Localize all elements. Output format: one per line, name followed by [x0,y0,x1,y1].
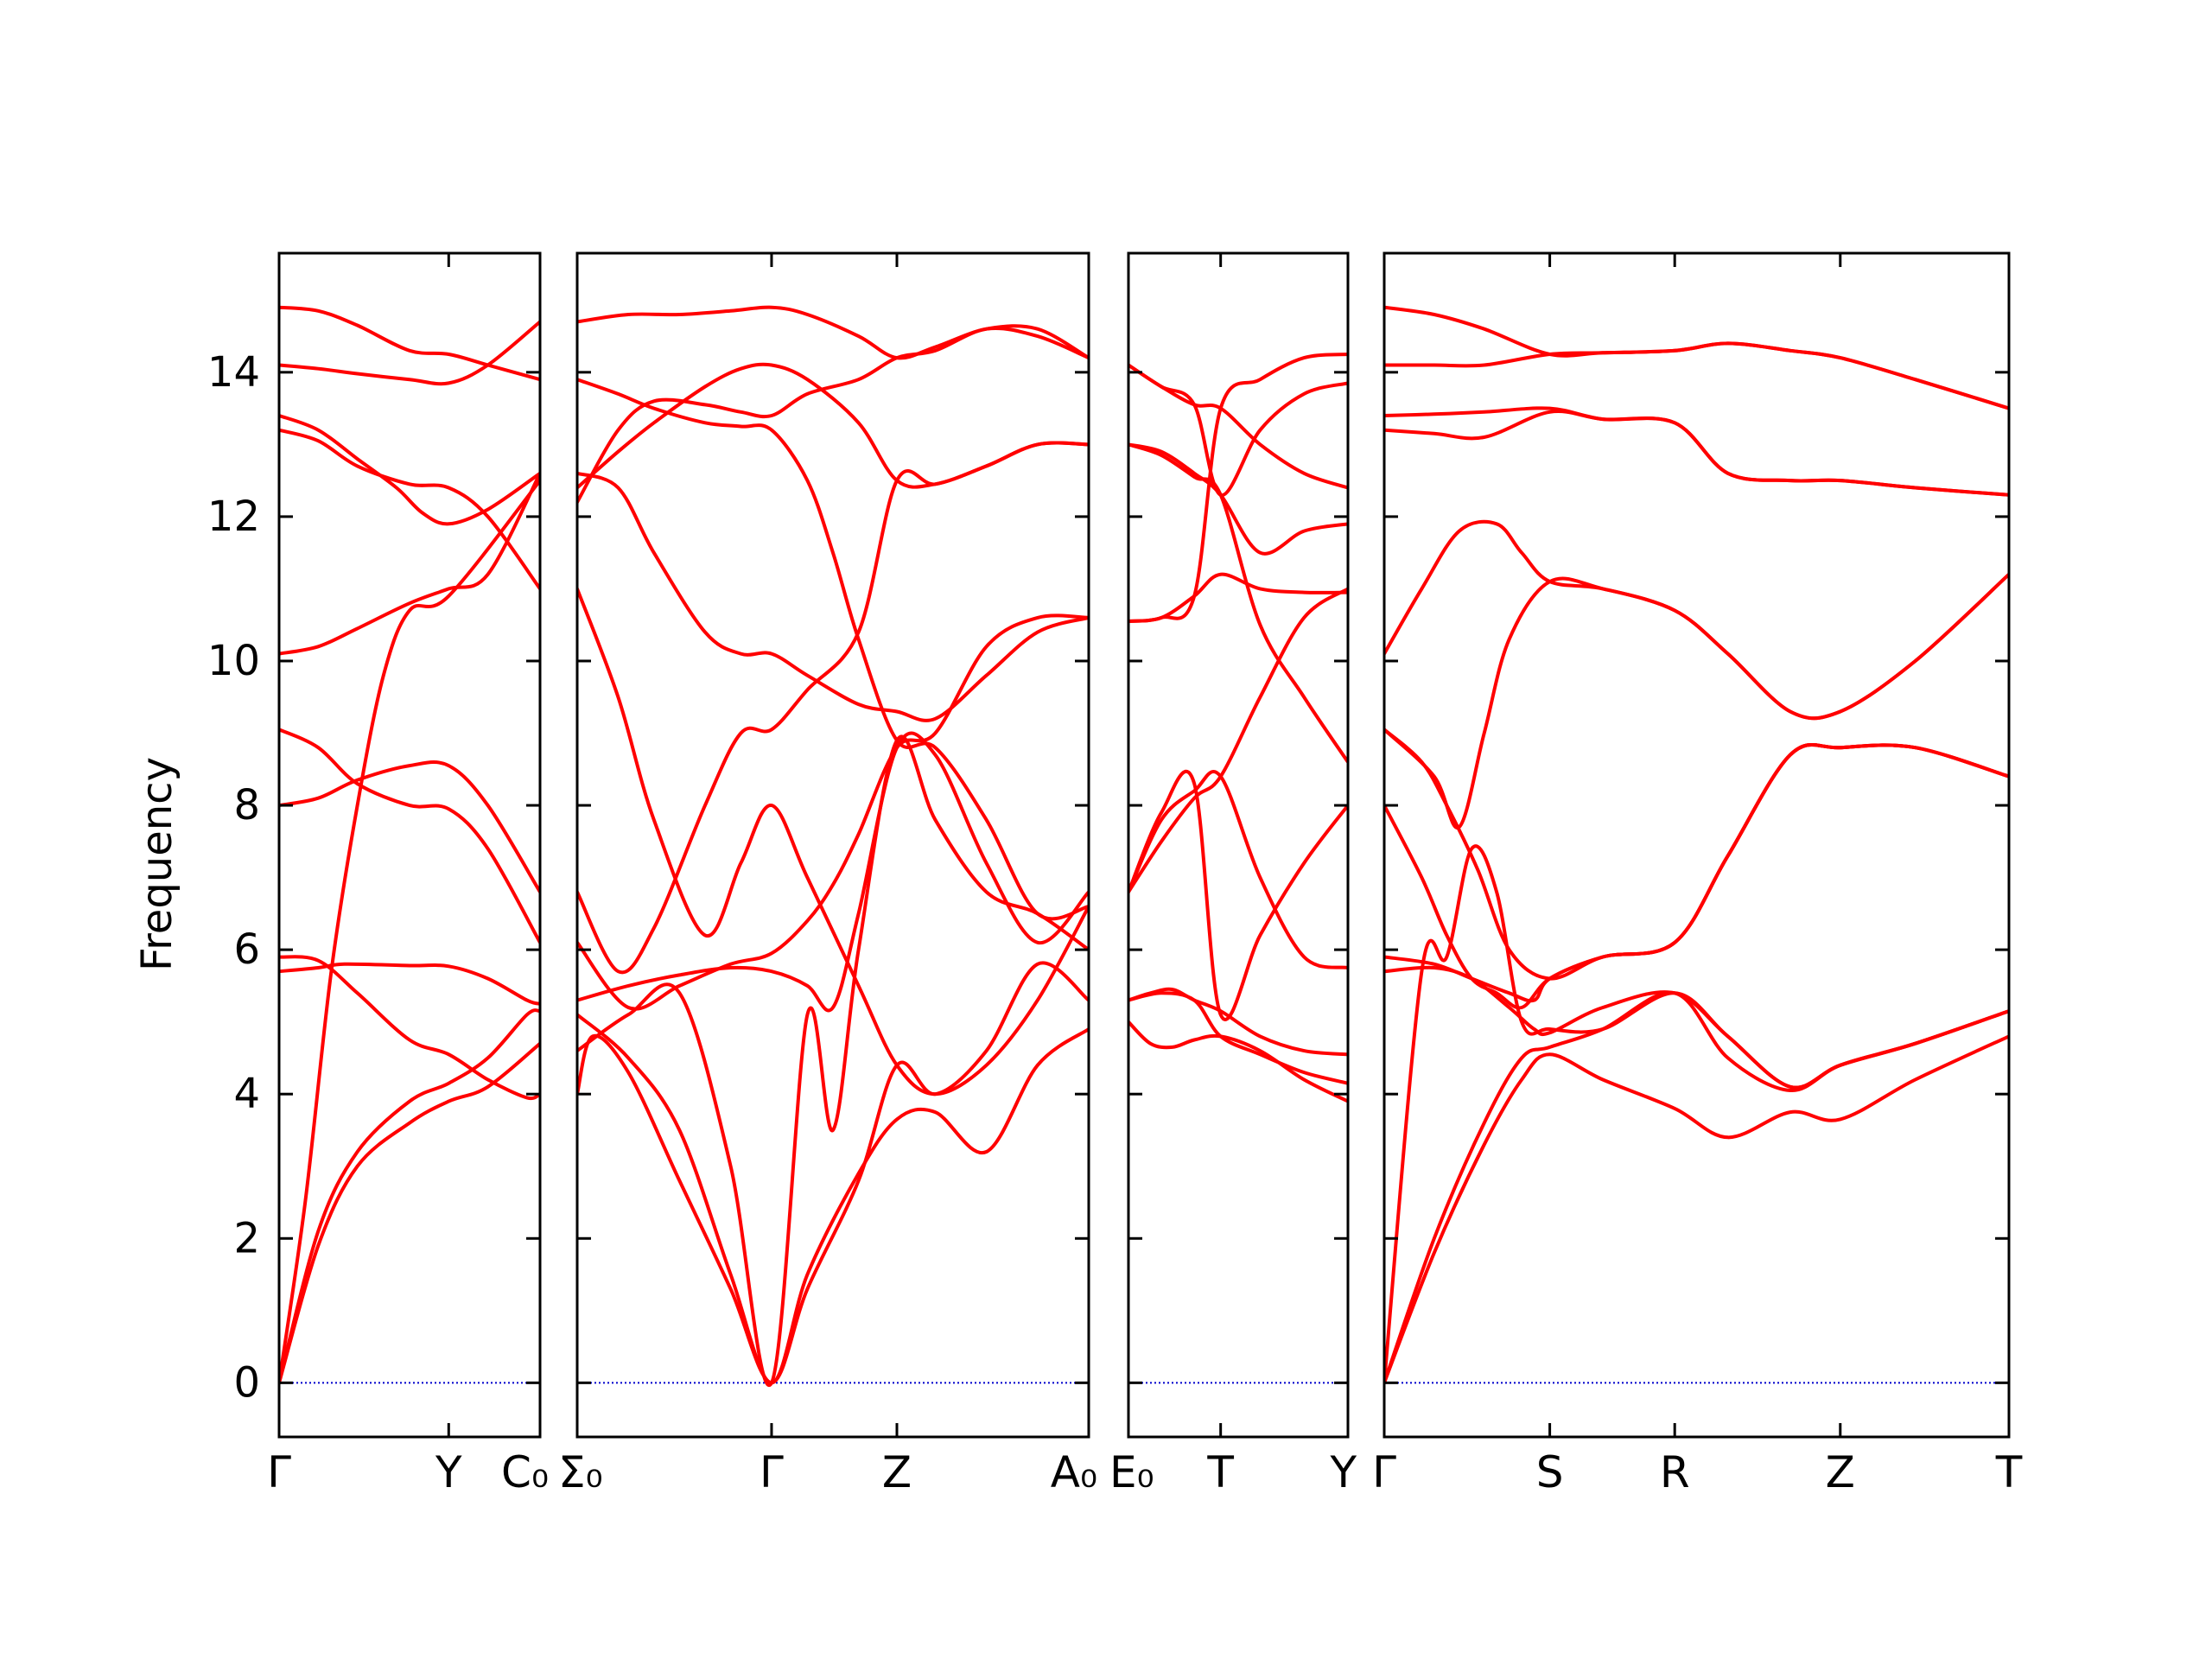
panel-sigma0-gamma-z-a0: Σ₀ Γ Z A₀ [558,251,1097,1497]
band-line [1128,1020,1348,1103]
band-line [1384,844,2009,1385]
band-group [1128,353,1348,1103]
y-axis-label: Frequency [133,757,181,971]
y-tick-label: 6 [233,925,260,974]
x-tick-label: T [1206,1447,1234,1497]
y-tick-label: 10 [207,637,260,685]
x-tick-label: Z [1826,1447,1855,1497]
panel-frame [1382,251,2011,1439]
y-axis: 0 2 4 6 8 10 12 14 [207,348,260,1408]
x-tick-label: C₀ [501,1447,549,1497]
band-line [279,414,540,526]
band-line [577,471,1089,722]
x-tick-label: E₀ [1109,1447,1154,1497]
y-tick-label: 2 [233,1214,260,1262]
x-tick-label: Σ₀ [558,1447,603,1497]
band-line [577,378,1089,921]
band-line [279,479,540,1385]
x-tick-label: Γ [760,1447,784,1497]
band-line [1384,728,2009,981]
y-tick-label: 12 [207,493,260,541]
panel-e0-t-y: E₀ T Y [1109,251,1357,1497]
x-tick-label: T [1995,1447,2023,1497]
band-line [577,587,1089,1096]
band-line [577,731,1089,1013]
x-tick-label: R [1660,1447,1690,1497]
y-tick-label: 8 [233,781,260,830]
x-tick-label: Y [1329,1447,1357,1497]
panel-frame [575,251,1090,1439]
band-line [577,734,1089,1388]
band-line [279,760,540,894]
panel-gamma-y-c0: Γ Y C₀ [267,251,549,1497]
x-tick-label: Y [435,1447,462,1497]
band-line [279,1008,540,1385]
band-line [1128,353,1348,623]
band-line [1128,770,1348,969]
panel-frame [277,251,542,1439]
y-tick-label: 14 [207,348,260,397]
band-line [279,962,540,1006]
band-line [577,961,1089,1385]
band-line [577,305,1089,360]
band-line [1128,991,1348,1085]
band-line [577,362,1089,490]
band-line [279,471,540,656]
y-tick-label: 4 [233,1070,260,1118]
band-line [279,955,540,1101]
band-line [1128,442,1348,764]
x-tick-label: Γ [267,1447,291,1497]
band-group [279,305,540,1385]
band-line [577,613,1089,1011]
y-tick-label: 0 [233,1358,260,1407]
band-line [1128,587,1348,894]
band-line [1128,769,1348,1021]
band-line [1128,363,1348,497]
band-line [1384,305,2009,410]
band-group [1384,305,2009,1385]
band-line [279,728,540,944]
band-line [279,1041,540,1385]
x-tick-label: A₀ [1051,1447,1097,1497]
band-line [279,428,540,591]
band-line [577,1013,1089,1385]
x-tick-label: S [1536,1447,1564,1497]
band-group [577,305,1089,1388]
band-line [1384,519,2009,721]
band-line [279,305,540,382]
x-tick-label: Z [882,1447,912,1497]
band-line [1384,406,2009,497]
x-tick-label: Γ [1372,1447,1396,1497]
panel-frame [1127,251,1350,1439]
band-line [1384,1034,2009,1385]
